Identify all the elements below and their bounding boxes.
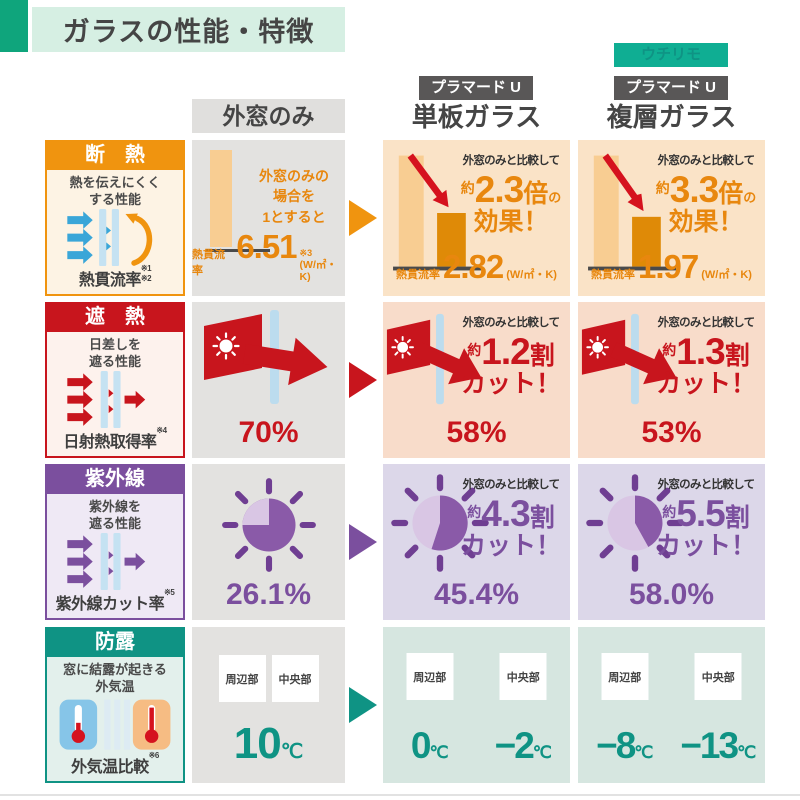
edge-temperature: −8℃ bbox=[596, 725, 654, 766]
column-header-baseline: 外窓のみ bbox=[192, 99, 345, 133]
single-percent: 58% bbox=[446, 416, 507, 449]
baseline-percent: 26.1% bbox=[225, 578, 312, 611]
center-temperature: −13℃ bbox=[680, 725, 757, 766]
thermometers-icon bbox=[59, 699, 171, 750]
edge-label-box: 周辺部 bbox=[218, 655, 266, 702]
page-title-bar: ガラスの性能・特徴 bbox=[32, 7, 345, 52]
row-title-condensation: 防露 bbox=[45, 627, 185, 657]
uv-single-cell: 外窓のみと比較して 約4.3割 カット！ 45.4% bbox=[383, 464, 570, 620]
shade-double-cell: 外窓のみと比較して 約1.3割 カット！ 53% bbox=[578, 302, 765, 458]
badge-uchirimo: ウチリモ bbox=[614, 43, 728, 67]
row-title-uv: 紫外線 bbox=[45, 464, 185, 494]
uv-block-icon bbox=[67, 532, 146, 590]
insulation-icon bbox=[67, 208, 153, 266]
row-label-uv: 紫外線 紫外線を 遮る性能 紫外線カット率※5 bbox=[45, 464, 185, 620]
sun-arrow-cut-icon bbox=[386, 313, 482, 405]
condensation-double-cell: 周辺部 −8℃ 中央部 −13℃ bbox=[578, 627, 765, 783]
insulation-single-cell: 外窓のみと比較して 約2.3倍の 効果！ 熱貫流率 2.82 (W/㎡・K) bbox=[383, 140, 570, 296]
baseline-annotation: 外窓のみの 場合を 1とすると bbox=[259, 168, 329, 225]
baseline-uvalue: 熱貫流率 6.51 ※3 (W/㎡・K) bbox=[192, 228, 337, 284]
compare-note: 外窓のみと比較して bbox=[657, 317, 756, 329]
center-label-box: 中央部 bbox=[499, 653, 547, 700]
sun-pie-icon bbox=[222, 478, 316, 572]
double-percent: 53% bbox=[641, 416, 702, 449]
flow-arrow-condensation bbox=[349, 687, 377, 723]
compare-note: 外窓のみと比較して bbox=[462, 155, 561, 167]
baseline-temperature: 10℃ bbox=[233, 719, 304, 768]
row-title-insulation: 断 熱 bbox=[45, 140, 185, 170]
double-uvalue: 熱貫流率 1.97 (W/㎡・K) bbox=[591, 248, 752, 285]
compare-note: 外窓のみと比較して bbox=[462, 479, 561, 491]
shade-single-cell: 外窓のみと比較して 約1.2割 カット！ 58% bbox=[383, 302, 570, 458]
compare-note: 外窓のみと比較して bbox=[657, 479, 756, 491]
center-label-box: 中央部 bbox=[271, 655, 319, 702]
center-label-box: 中央部 bbox=[694, 653, 742, 700]
double-percent: 58.0% bbox=[628, 578, 715, 611]
compare-note: 外窓のみと比較して bbox=[657, 155, 756, 167]
sun-arrow-cut-icon bbox=[581, 313, 677, 405]
row-label-shade: 遮 熱 日差しを 遮る性能 日射熱取得率※4 bbox=[45, 302, 185, 458]
bar-comparison-icon bbox=[588, 153, 677, 271]
row-label-insulation: 断 熱 熱を伝えにくく する性能 熱貫流率※1 ※2 bbox=[45, 140, 185, 296]
flow-arrow-insulation bbox=[349, 200, 377, 236]
column-header-double-glass: 複層ガラス bbox=[606, 102, 737, 132]
page-title: ガラスの性能・特徴 bbox=[62, 17, 315, 47]
row-metric-uv: 紫外線カット率※5 bbox=[55, 588, 175, 613]
shade-baseline-cell: 70% bbox=[192, 302, 345, 458]
single-percent: 45.4% bbox=[433, 578, 520, 611]
row-desc-condensation: 窓に結露が起きる 外気温 bbox=[63, 662, 167, 694]
insulation-double-cell: 外窓のみと比較して 約3.3倍の 効果！ 熱貫流率 1.97 (W/㎡・K) bbox=[578, 140, 765, 296]
center-temperature: −2℃ bbox=[494, 725, 552, 766]
uv-double-cell: 外窓のみと比較して 約5.5割 カット！ 58.0% bbox=[578, 464, 765, 620]
compare-note: 外窓のみと比較して bbox=[462, 317, 561, 329]
title-accent-square bbox=[0, 0, 28, 52]
condensation-baseline-cell: 周辺部 中央部 10℃ bbox=[192, 627, 345, 783]
edge-label-box: 周辺部 bbox=[601, 653, 649, 700]
baseline-percent: 70% bbox=[238, 416, 299, 449]
sun-arrow-icon bbox=[204, 310, 328, 404]
sun-pie-cut-icon bbox=[391, 474, 489, 572]
row-metric-insulation: 熱貫流率※1 ※2 bbox=[78, 264, 152, 289]
row-desc-insulation: 熱を伝えにくく する性能 bbox=[69, 175, 161, 207]
condensation-single-cell: 周辺部 0℃ 中央部 −2℃ bbox=[383, 627, 570, 783]
row-desc-shade: 日差しを 遮る性能 bbox=[88, 337, 141, 369]
uv-baseline-cell: 26.1% bbox=[192, 464, 345, 620]
single-uvalue: 熱貫流率 2.82 (W/㎡・K) bbox=[396, 248, 557, 285]
edge-label-box: 周辺部 bbox=[406, 653, 454, 700]
row-label-condensation: 防露 窓に結露が起きる 外気温 外気温比較※6 bbox=[45, 627, 185, 783]
baseline-bar bbox=[210, 150, 232, 247]
bar-comparison-icon bbox=[393, 153, 482, 271]
row-metric-condensation: 外気温比較※6 bbox=[71, 751, 159, 776]
flow-arrow-shade bbox=[349, 362, 377, 398]
row-metric-shade: 日射熱取得率※4 bbox=[63, 426, 167, 451]
insulation-baseline-cell: 外窓のみの 場合を 1とすると 熱貫流率 6.51 ※3 (W/㎡・K) bbox=[192, 140, 345, 296]
heat-shade-icon bbox=[67, 370, 146, 428]
row-desc-uv: 紫外線を 遮る性能 bbox=[88, 499, 141, 531]
badge-plamado-double: プラマード U bbox=[614, 76, 728, 100]
baseline-axis bbox=[206, 249, 270, 252]
row-title-shade: 遮 熱 bbox=[45, 302, 185, 332]
edge-temperature: 0℃ bbox=[410, 725, 449, 766]
column-header-single-glass: 単板ガラス bbox=[411, 102, 542, 132]
bottom-divider bbox=[0, 794, 800, 796]
sun-pie-cut-icon bbox=[586, 474, 684, 572]
badge-plamado-single: プラマード U bbox=[419, 76, 533, 100]
flow-arrow-uv bbox=[349, 524, 377, 560]
